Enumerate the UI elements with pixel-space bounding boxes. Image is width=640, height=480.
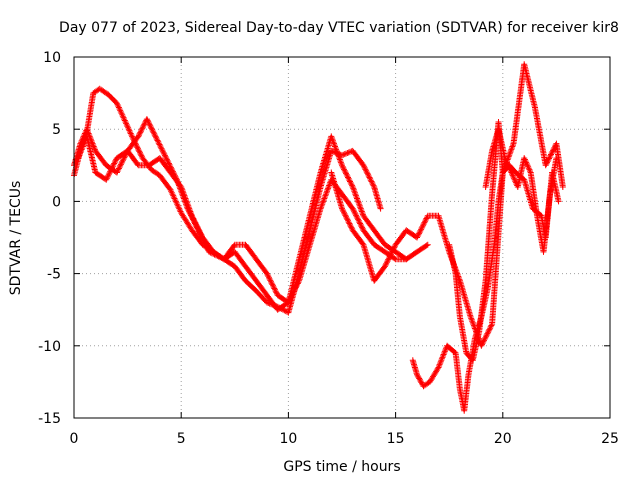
plot-frame [73,56,611,419]
y-tick-label: 0 [52,194,61,210]
x-tick-label: 0 [70,431,79,447]
y-tick-label: 10 [43,50,61,66]
y-axis-label: SDTVAR / TECUs [8,181,24,296]
x-tick-label: 5 [177,431,186,447]
y-tick-label: 5 [52,122,61,138]
axis-ticks: 0 5 10 15 20 25 -15 -10 -5 0 5 10 [38,50,619,447]
chart-title: Day 077 of 2023, Sidereal Day-to-day VTE… [59,20,619,36]
x-tick-label: 25 [601,431,619,447]
x-tick-label: 10 [279,431,297,447]
x-tick-label: 20 [494,431,512,447]
y-tick-label: -10 [38,339,61,355]
y-tick-label: -15 [38,411,61,427]
y-tick-label: -5 [47,267,61,283]
x-axis-label: GPS time / hours [283,459,400,475]
x-tick-label: 15 [387,431,405,447]
marker-points [482,126,560,255]
series-track-7 [482,126,560,255]
data-markers [71,61,566,414]
